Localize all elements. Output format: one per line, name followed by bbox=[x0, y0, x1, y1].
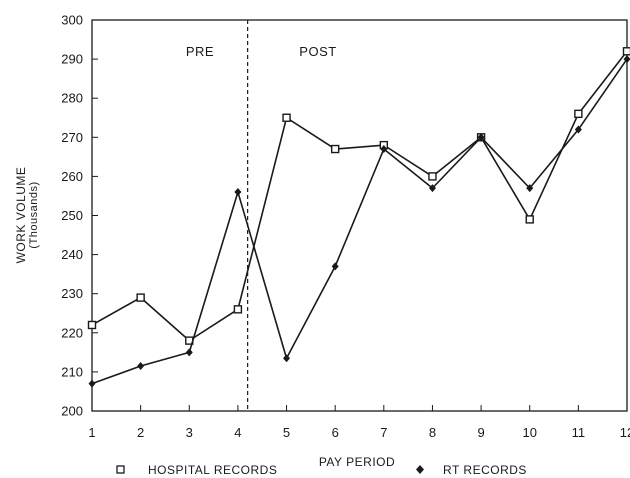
y-tick-label: 260 bbox=[61, 169, 83, 184]
legend: HOSPITAL RECORDS RT RECORDS bbox=[116, 463, 527, 477]
hospital-records-point bbox=[428, 172, 437, 181]
y-tick-label: 270 bbox=[61, 130, 83, 145]
x-axis-label: PAY PERIOD bbox=[319, 455, 395, 469]
x-tick-label: 8 bbox=[429, 425, 436, 440]
y-tick-label: 230 bbox=[61, 286, 83, 301]
hospital-records-point bbox=[622, 47, 630, 56]
hospital-records-point bbox=[87, 320, 97, 330]
hospital-records-point bbox=[282, 113, 291, 122]
x-tick-label: 4 bbox=[234, 425, 241, 440]
rt-records-point bbox=[428, 184, 436, 193]
y-axis-unit-label: (Thousands) bbox=[28, 181, 40, 248]
rt-records-point bbox=[137, 362, 145, 371]
series-layer bbox=[87, 47, 630, 388]
x-tick-label: 6 bbox=[332, 425, 339, 440]
x-tick-label: 3 bbox=[186, 425, 193, 440]
x-tick-label: 7 bbox=[380, 425, 387, 440]
y-tick-label: 210 bbox=[61, 364, 83, 379]
y-tick-label: 250 bbox=[61, 208, 83, 223]
rt-records-point bbox=[574, 125, 582, 134]
hospital-records-point bbox=[330, 144, 340, 154]
hospital-records-point bbox=[574, 109, 583, 119]
legend-diamond-marker bbox=[416, 465, 424, 474]
rt-records-point bbox=[477, 133, 485, 142]
rt-records-point bbox=[283, 354, 291, 363]
rt-records-point bbox=[623, 55, 630, 64]
rt-records-point bbox=[88, 379, 96, 388]
x-tick-label: 1 bbox=[88, 425, 95, 440]
rt-records-point bbox=[380, 145, 388, 154]
legend-hospital-records: HOSPITAL RECORDS bbox=[148, 463, 277, 477]
pre-label: PRE bbox=[186, 44, 214, 59]
hospital-records-point bbox=[136, 293, 145, 302]
x-tick-label: 9 bbox=[477, 425, 484, 440]
legend-rt-records: RT RECORDS bbox=[443, 463, 527, 477]
x-tick-label: 12 bbox=[620, 425, 630, 440]
rt-records-point bbox=[331, 262, 339, 271]
legend-square-marker bbox=[116, 465, 125, 474]
x-tick-label: 5 bbox=[283, 425, 290, 440]
x-tick-label: 10 bbox=[522, 425, 536, 440]
hospital-records-point bbox=[233, 305, 243, 314]
x-tick-label: 2 bbox=[137, 425, 144, 440]
plot-frame bbox=[91, 19, 628, 412]
y-tick-label: 200 bbox=[61, 404, 83, 419]
x-tick-label: 11 bbox=[572, 425, 586, 440]
rt-records-point bbox=[234, 188, 242, 197]
hospital-records-line bbox=[91, 50, 628, 342]
hospital-records-point bbox=[525, 215, 534, 224]
y-axis-label: WORK VOLUME bbox=[14, 167, 28, 264]
y-tick-label: 300 bbox=[61, 13, 83, 28]
post-label: POST bbox=[299, 44, 336, 59]
y-tick-label: 280 bbox=[61, 91, 83, 106]
rt-records-point bbox=[185, 348, 193, 357]
y-tick-label: 220 bbox=[61, 325, 83, 340]
rt-records-line bbox=[91, 58, 628, 385]
y-tick-label: 240 bbox=[61, 247, 83, 262]
y-tick-label: 290 bbox=[61, 52, 83, 67]
rt-records-point bbox=[526, 184, 534, 193]
